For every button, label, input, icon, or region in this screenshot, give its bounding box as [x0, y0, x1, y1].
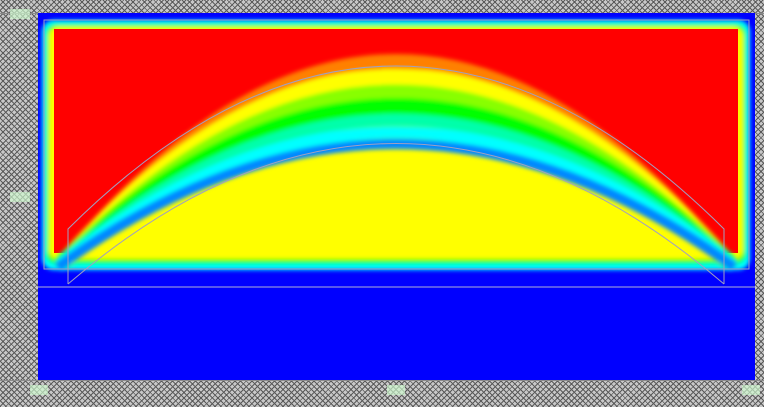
arch-lower-boundary — [67, 143, 725, 285]
field-plot[interactable] — [38, 13, 755, 380]
arch-upper-boundary — [67, 65, 725, 284]
x-tick-left — [30, 385, 48, 395]
domain-outline — [38, 19, 755, 288]
y-tick-mid — [10, 192, 30, 202]
y-tick-top — [10, 9, 30, 19]
x-tick-right — [742, 385, 760, 395]
frame-bottom-line — [0, 380, 764, 381]
outer-boundary — [43, 19, 750, 270]
x-tick-mid — [387, 385, 405, 395]
red-region — [54, 29, 738, 253]
